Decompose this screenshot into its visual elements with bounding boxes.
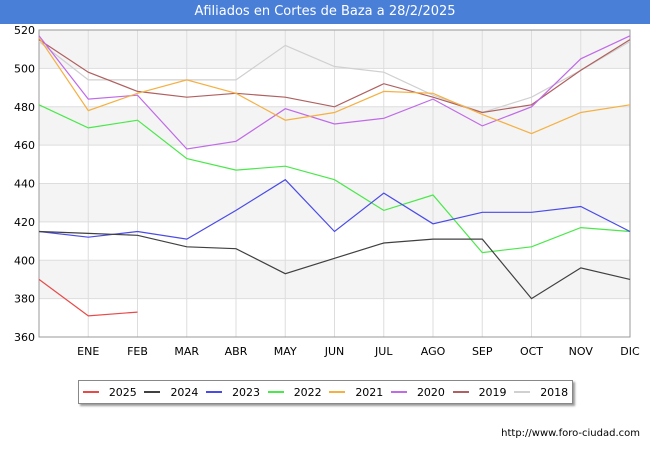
series-line-2018 xyxy=(38,40,631,114)
x-tick-label: OCT xyxy=(520,345,543,358)
legend-item-2023: 2023 xyxy=(206,386,260,399)
x-tick-label: SEP xyxy=(472,345,493,358)
legend-swatch xyxy=(390,391,407,393)
x-tick-label: NOV xyxy=(569,345,594,358)
series-line-2025 xyxy=(38,278,138,317)
x-tick-label: MAY xyxy=(274,345,297,358)
x-tick-label: JUN xyxy=(324,345,345,358)
legend-item-2022: 2022 xyxy=(267,385,322,399)
chart-legend: 2025 2024 2023 2022 2021 2020 2019 2018 xyxy=(78,380,573,404)
line-chart: 360 380 400 420 440 460 480 500 520 ENE FEB MAR ABR M… xyxy=(14,24,640,358)
y-tick-label: 520 xyxy=(14,24,35,37)
y-tick-label: 500 xyxy=(14,62,35,75)
legend-item-2019: 2019 xyxy=(452,385,507,399)
y-tick-label: 420 xyxy=(14,216,35,229)
plot-area-border xyxy=(38,29,631,338)
series-line-2022 xyxy=(38,104,631,254)
chart-title: Afiliados en Cortes de Baza a 28/2/2025 xyxy=(0,0,650,24)
y-tick-label: 380 xyxy=(14,293,35,306)
legend-label: 2023 xyxy=(232,385,261,399)
legend-label: 2022 xyxy=(293,385,322,399)
legend-swatch xyxy=(267,391,284,393)
legend-label: 2021 xyxy=(355,385,384,399)
x-tick-label: FEB xyxy=(127,345,148,358)
footer-url: http://www.foro-ciudad.com xyxy=(501,428,640,439)
series-line-2019 xyxy=(38,39,631,114)
y-tick-label: 440 xyxy=(14,178,35,191)
x-tick-label: ENE xyxy=(77,345,99,358)
series-line-2020 xyxy=(38,35,631,150)
y-tick-label: 360 xyxy=(14,331,35,344)
series-line-2024 xyxy=(38,230,631,300)
x-tick-label: DIC xyxy=(620,345,640,358)
x-tick-label: AGO xyxy=(421,345,446,358)
legend-item-2020: 2020 xyxy=(390,385,445,399)
legend-label: 2018 xyxy=(540,385,569,399)
legend-swatch xyxy=(452,391,469,393)
x-tick-label: JUL xyxy=(374,345,393,358)
legend-label: 2025 xyxy=(108,385,137,399)
legend-item-2025: 2025 xyxy=(82,385,137,399)
series-line-2023 xyxy=(38,178,631,240)
y-tick-label: 480 xyxy=(14,101,35,114)
x-tick-label: MAR xyxy=(174,345,199,358)
legend-label: 2019 xyxy=(478,385,507,399)
legend-swatch xyxy=(329,391,346,393)
x-tick-label: ABR xyxy=(225,345,248,358)
y-tick-label: 460 xyxy=(14,139,35,152)
legend-item-2024: 2024 xyxy=(144,386,198,399)
legend-item-2021: 2021 xyxy=(329,386,383,399)
legend-swatch xyxy=(82,391,99,393)
legend-swatch xyxy=(206,391,223,393)
legend-label: 2020 xyxy=(416,385,445,399)
legend-item-2018: 2018 xyxy=(514,386,568,399)
legend-swatch xyxy=(514,391,531,393)
legend-swatch xyxy=(144,391,161,393)
y-tick-label: 400 xyxy=(14,254,35,267)
series-line-2021 xyxy=(38,37,631,135)
legend-label: 2024 xyxy=(170,385,199,399)
